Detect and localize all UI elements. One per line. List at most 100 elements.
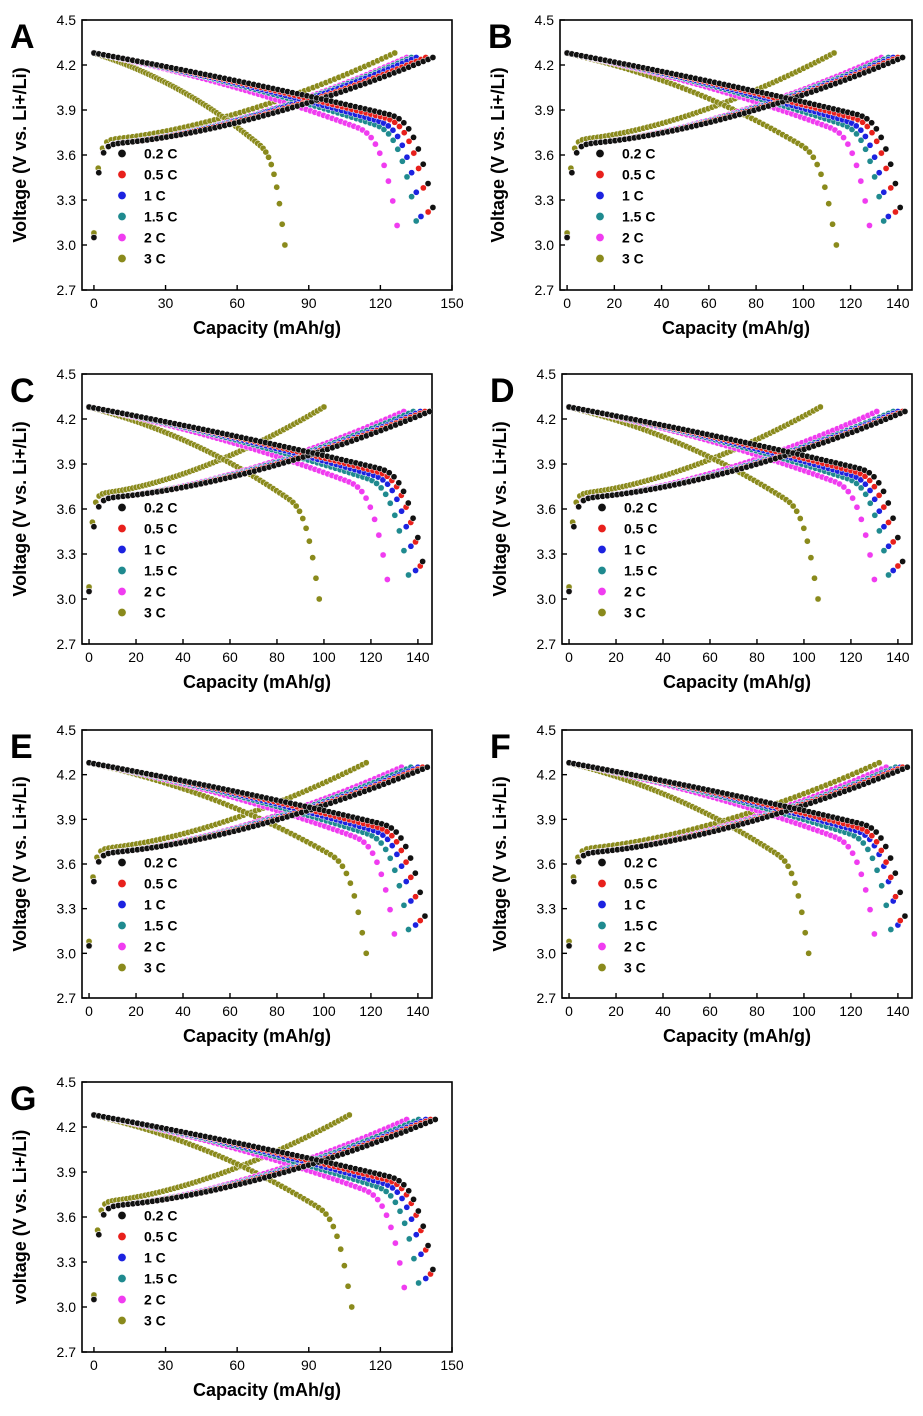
discharge-point [870,473,878,481]
y-axis-title: Voltage (V vs. Li+/Li) [10,67,30,242]
discharge-point [424,208,432,216]
legend-label: 1 C [144,897,166,913]
discharge-point [857,484,865,492]
y-tick-label: 3.9 [57,456,77,472]
discharge-point [309,554,317,561]
legend-marker [595,254,605,264]
discharge-point [415,145,422,153]
discharge-point [386,854,394,862]
discharge-point [384,576,391,583]
y-tick-label: 4.5 [535,12,555,28]
discharge-point [388,487,396,494]
discharge-point [866,499,874,507]
discharge-point [373,480,380,487]
discharge-point [862,886,870,894]
legend: 0.2 C0.5 C1 C1.5 C2 C3 C [117,855,177,976]
discharge-point [385,469,393,477]
discharge-point [419,160,427,168]
discharge-point [382,886,390,894]
y-tick-label: 3.9 [537,456,557,472]
discharge-point [885,542,892,550]
discharge-point [394,133,401,140]
y-tick-label: 3.3 [537,901,557,917]
legend-marker [595,149,605,159]
discharge-point [412,567,419,574]
discharge-point [811,574,818,582]
discharge-point [849,494,856,502]
legend: 0.2 C0.5 C1 C1.5 C2 C3 C [117,500,177,621]
x-tick-label: 60 [222,649,238,665]
legend-marker [117,858,127,868]
y-tick-label: 4.5 [57,722,77,738]
x-tick-label: 80 [269,1003,285,1019]
discharge-point [871,153,878,161]
discharge-point [384,122,392,130]
discharge-point [389,136,397,144]
charge-point [95,503,103,511]
discharge-point [396,123,403,130]
discharge-point [871,511,879,519]
discharge-point [358,488,366,495]
discharge-point [424,180,432,187]
x-tick-label: 40 [175,649,191,665]
discharge-point [857,126,865,134]
legend-label: 2 C [144,584,166,600]
discharge-point [871,495,879,503]
x-tick-label: 80 [749,649,765,665]
y-tick-label: 2.7 [57,282,77,298]
charge-point [426,408,432,415]
panel-label: A [10,18,35,56]
discharge-point [391,866,399,874]
x-tick-label: 140 [886,649,910,665]
legend-label: 0.2 C [624,500,657,516]
legend-label: 0.5 C [624,521,657,537]
legend-label: 1.5 C [144,209,177,225]
discharge-point [862,531,870,539]
discharge-point [863,123,871,130]
discharge-point [395,479,403,487]
legend-marker [117,900,127,910]
discharge-point [892,208,899,216]
discharge-point [364,843,372,851]
legend-label: 1.5 C [144,918,177,934]
x-tick-label: 0 [85,1003,93,1019]
legend-marker [117,502,127,512]
discharge-point [875,492,883,499]
discharge-point [852,122,860,130]
discharge-point [402,858,410,866]
discharge-point [805,949,812,957]
legend-label: 0.5 C [144,167,177,183]
discharge-point [859,839,867,847]
legend-marker [595,170,605,180]
x-tick-label: 80 [748,295,764,311]
discharge-point [393,495,401,503]
discharge-point [339,862,346,870]
discharge-point [377,870,385,878]
discharge-point [267,161,275,168]
charge-point [830,49,838,57]
x-tick-label: 0 [90,295,98,311]
x-tick-label: 60 [701,295,717,311]
y-axis-title: Voltage (V vs. Li+/Li) [488,67,508,242]
x-tick-label: 150 [440,295,464,311]
discharge-point [407,874,415,881]
plot-area [565,759,911,957]
discharge-point [376,149,384,157]
x-axis-title: Capacity (mAh/g) [183,672,331,692]
discharge-point [373,835,380,843]
y-tick-label: 4.2 [57,57,77,73]
discharge-point [384,836,391,843]
discharge-point [813,161,821,168]
y-tick-label: 3.0 [535,237,555,253]
discharge-point [306,537,313,545]
legend-marker [117,942,127,952]
charge-point [362,759,370,767]
x-tick-label: 0 [565,1003,573,1019]
discharge-point [887,926,895,933]
y-tick-label: 2.7 [535,282,555,298]
discharge-point [889,567,897,574]
x-tick-label: 20 [128,1003,144,1019]
x-tick-label: 40 [175,1003,191,1019]
y-tick-label: 4.5 [57,366,77,382]
discharge-point [402,523,410,531]
